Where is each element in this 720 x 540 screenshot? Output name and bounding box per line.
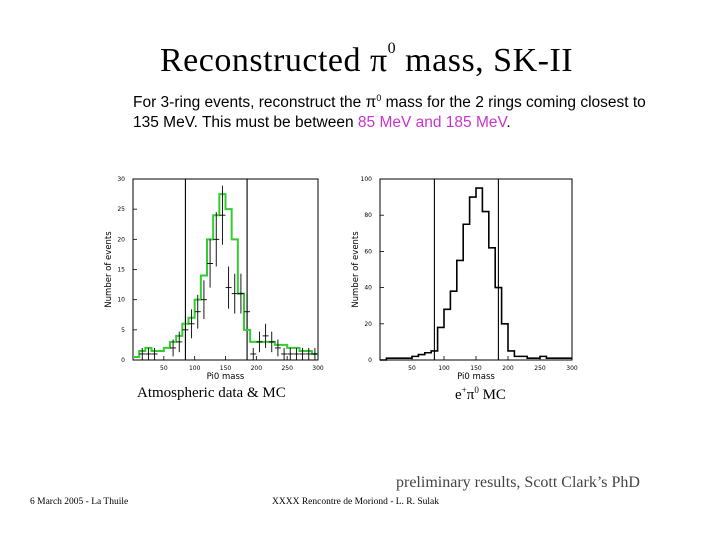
y-tick-label: 0	[121, 357, 125, 364]
x-tick-label: 250	[281, 365, 293, 372]
x-tick-label: 200	[251, 365, 263, 372]
x-axis-title: Pi0 mass	[457, 372, 495, 382]
x-tick-label: 150	[470, 365, 482, 372]
y-tick-label: 0	[368, 357, 372, 364]
y-tick-label: 100	[361, 176, 373, 183]
y-tick-label: 25	[117, 206, 125, 213]
y-tick-label: 30	[117, 176, 125, 183]
x-tick-label: 50	[408, 365, 416, 372]
x-tick-label: 300	[566, 365, 578, 372]
x-tick-label: 50	[160, 365, 168, 372]
right-chart-caption: e+π0 MC	[455, 385, 506, 403]
y-tick-label: 20	[117, 236, 125, 243]
x-tick-label: 300	[312, 365, 324, 372]
mass-window-text: 85 MeV and 185 MeV	[357, 114, 507, 132]
y-axis-title: Number of events	[104, 231, 114, 308]
footer-conference: XXXX Rencontre de Moriond - L. R. Sulak	[272, 497, 440, 507]
x-axis-title: Pi0 mass	[207, 372, 245, 382]
y-axis-title: Number of events	[351, 231, 361, 308]
slide-title: Reconstructed π0 mass, SK-II	[160, 40, 574, 79]
footer-date: 6 March 2005 - La Thuile	[30, 497, 129, 507]
preliminary-note: preliminary results, Scott Clark’s PhD	[396, 474, 640, 491]
y-tick-label: 60	[364, 248, 372, 255]
y-tick-label: 40	[364, 285, 372, 292]
mc-histogram-line	[133, 193, 318, 358]
x-tick-label: 100	[438, 365, 450, 372]
x-tick-label: 200	[502, 365, 514, 372]
x-tick-label: 100	[189, 365, 201, 372]
y-tick-label: 20	[364, 321, 372, 328]
signal-mc-histogram-chart: 0 20 40 60 80 100 50 100 150 200 250 300 Pi0 mass Num…	[351, 176, 578, 382]
x-tick-label: 250	[534, 365, 546, 372]
y-tick-label: 10	[117, 297, 125, 304]
y-tick-label: 80	[364, 212, 372, 219]
x-tick-label: 150	[220, 365, 232, 372]
left-chart-caption: Atmospheric data & MC	[137, 385, 286, 401]
y-tick-label: 15	[117, 267, 125, 274]
data-mc-histogram-chart: 0 5 10 15 20 25 30 50 100 150 200 250 300 Pi0 mass Num…	[104, 176, 324, 382]
mc-histogram-line	[380, 187, 572, 361]
y-tick-label: 5	[121, 327, 125, 334]
plot-frame	[379, 178, 573, 361]
slide-subtitle: For 3-ring events, reconstruct the π0 ma…	[133, 93, 646, 132]
